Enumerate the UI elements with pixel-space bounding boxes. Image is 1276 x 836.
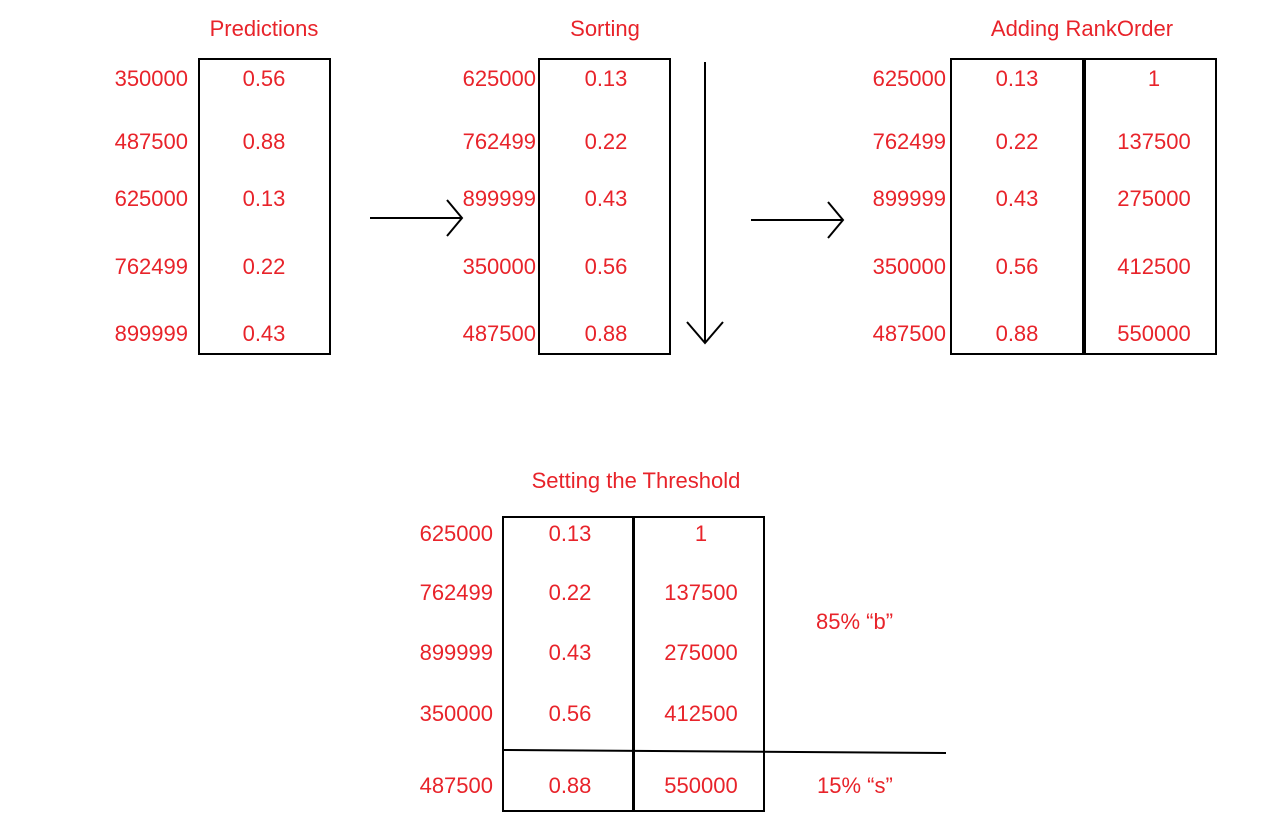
threshold-id: 487500 <box>419 773 493 798</box>
threshold-score: 0.13 <box>548 521 592 546</box>
arrow-right-icon <box>370 199 464 237</box>
threshold-id: 762499 <box>419 580 493 605</box>
predictions-title: Predictions <box>209 16 319 41</box>
sorting-id: 350000 <box>462 254 536 279</box>
rankorder-score: 0.13 <box>995 66 1039 91</box>
sorting-id: 487500 <box>462 321 536 346</box>
threshold-title: Setting the Threshold <box>531 468 741 493</box>
threshold-id: 625000 <box>419 521 493 546</box>
rankorder-rank: 275000 <box>1117 186 1191 211</box>
sorting-score: 0.13 <box>584 66 628 91</box>
threshold-rank-box <box>632 516 765 812</box>
sorting-score: 0.56 <box>584 254 628 279</box>
arrow-down-icon <box>686 62 724 345</box>
sorting-id: 625000 <box>462 66 536 91</box>
rankorder-rank: 412500 <box>1117 254 1191 279</box>
rankorder-score: 0.43 <box>995 186 1039 211</box>
sorting-score: 0.22 <box>584 129 628 154</box>
rankorder-id: 625000 <box>872 66 946 91</box>
threshold-rank: 550000 <box>664 773 738 798</box>
rankorder-id: 899999 <box>872 186 946 211</box>
threshold-rank: 1 <box>694 521 708 546</box>
threshold-score: 0.22 <box>548 580 592 605</box>
sorting-id: 899999 <box>462 186 536 211</box>
rankorder-score-box <box>950 58 1084 355</box>
threshold-rank: 412500 <box>664 701 738 726</box>
predictions-id: 899999 <box>114 321 188 346</box>
threshold-id: 899999 <box>419 640 493 665</box>
predictions-id: 625000 <box>114 186 188 211</box>
predictions-score: 0.22 <box>242 254 286 279</box>
rankorder-id: 762499 <box>872 129 946 154</box>
threshold-score: 0.56 <box>548 701 592 726</box>
rankorder-rank: 1 <box>1147 66 1161 91</box>
sorting-id: 762499 <box>462 129 536 154</box>
threshold-score: 0.43 <box>548 640 592 665</box>
rankorder-title: Adding RankOrder <box>990 16 1174 41</box>
predictions-score-box <box>198 58 331 355</box>
sorting-title: Sorting <box>570 16 640 41</box>
rankorder-score: 0.88 <box>995 321 1039 346</box>
rankorder-rank: 550000 <box>1117 321 1191 346</box>
rankorder-rank-box <box>1084 58 1217 355</box>
sorting-score: 0.88 <box>584 321 628 346</box>
threshold-label-s: 15% “s” <box>817 773 893 798</box>
rankorder-rank: 137500 <box>1117 129 1191 154</box>
threshold-label-b: 85% “b” <box>816 609 894 634</box>
threshold-score: 0.88 <box>548 773 592 798</box>
predictions-score: 0.88 <box>242 129 286 154</box>
predictions-score: 0.43 <box>242 321 286 346</box>
predictions-score: 0.56 <box>242 66 286 91</box>
rankorder-id: 350000 <box>872 254 946 279</box>
threshold-rank: 275000 <box>664 640 738 665</box>
threshold-id: 350000 <box>419 701 493 726</box>
predictions-id: 762499 <box>114 254 188 279</box>
sorting-score: 0.43 <box>584 186 628 211</box>
threshold-score-box <box>502 516 635 812</box>
threshold-line <box>502 749 947 754</box>
predictions-score: 0.13 <box>242 186 286 211</box>
sorting-score-box <box>538 58 671 355</box>
arrow-right-icon <box>751 201 845 239</box>
predictions-id: 487500 <box>114 129 188 154</box>
rankorder-score: 0.56 <box>995 254 1039 279</box>
predictions-id: 350000 <box>114 66 188 91</box>
rankorder-id: 487500 <box>872 321 946 346</box>
rankorder-score: 0.22 <box>995 129 1039 154</box>
threshold-rank: 137500 <box>664 580 738 605</box>
